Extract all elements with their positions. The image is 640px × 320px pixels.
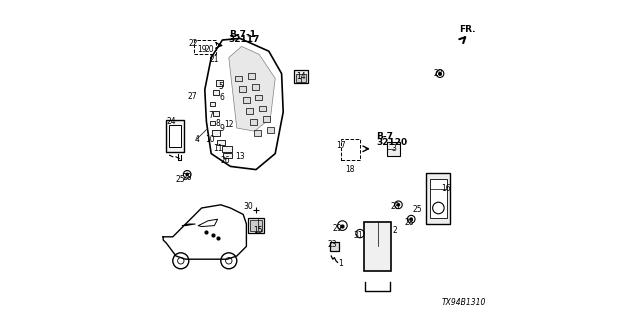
Text: 18: 18 [346,165,355,174]
Text: 4: 4 [195,135,199,144]
Text: 19: 19 [196,45,207,54]
FancyBboxPatch shape [217,140,225,145]
Bar [193,40,216,54]
Text: 28: 28 [405,218,414,227]
Text: 6: 6 [220,93,225,102]
FancyBboxPatch shape [213,111,219,116]
Text: 31: 31 [353,231,364,240]
FancyBboxPatch shape [169,125,182,147]
FancyBboxPatch shape [212,130,220,136]
FancyBboxPatch shape [259,106,266,111]
Text: 13: 13 [235,152,245,161]
FancyBboxPatch shape [223,153,232,158]
Text: 30: 30 [243,202,253,211]
FancyBboxPatch shape [426,173,451,224]
FancyBboxPatch shape [248,219,264,233]
FancyBboxPatch shape [250,220,262,231]
FancyBboxPatch shape [166,120,184,152]
FancyBboxPatch shape [216,80,223,86]
FancyBboxPatch shape [364,222,391,271]
FancyBboxPatch shape [252,84,259,90]
Text: 25: 25 [176,175,186,184]
Circle shape [438,72,442,75]
FancyBboxPatch shape [223,146,232,152]
Text: 1: 1 [339,260,343,268]
FancyBboxPatch shape [213,91,219,95]
Text: B-7-1: B-7-1 [229,30,256,39]
Text: 10: 10 [205,135,214,144]
FancyBboxPatch shape [267,127,274,133]
Text: 16: 16 [442,184,451,193]
Text: 9: 9 [220,124,225,132]
FancyBboxPatch shape [239,86,246,92]
Circle shape [397,203,400,206]
Text: 27: 27 [187,92,197,100]
FancyBboxPatch shape [254,130,261,136]
FancyBboxPatch shape [210,102,215,106]
Text: 23: 23 [328,240,338,249]
Text: 29: 29 [333,224,342,233]
FancyBboxPatch shape [246,108,253,114]
FancyBboxPatch shape [243,97,250,103]
FancyBboxPatch shape [330,242,339,251]
Text: 28: 28 [434,69,443,78]
Text: 15: 15 [253,226,262,235]
FancyBboxPatch shape [250,119,257,125]
FancyBboxPatch shape [429,179,447,218]
FancyBboxPatch shape [248,73,255,79]
Text: 12: 12 [224,120,234,129]
FancyBboxPatch shape [294,70,308,83]
Text: 22: 22 [189,39,198,48]
Text: 11: 11 [213,144,222,153]
FancyBboxPatch shape [296,74,306,82]
Text: 2: 2 [393,226,397,235]
Text: 17: 17 [336,141,346,150]
FancyBboxPatch shape [255,95,262,100]
Text: 32117: 32117 [229,35,260,44]
Text: 26: 26 [221,156,230,164]
Text: 7: 7 [209,111,214,120]
Text: 14: 14 [296,72,306,81]
Text: B-7: B-7 [376,132,393,141]
FancyBboxPatch shape [387,141,400,156]
Text: 24: 24 [166,117,176,126]
Polygon shape [229,46,275,131]
Text: 21: 21 [210,55,219,64]
FancyBboxPatch shape [263,116,270,122]
Text: 8: 8 [215,119,220,128]
Text: 25: 25 [413,205,422,214]
Text: FR.: FR. [459,25,476,34]
Text: 20: 20 [205,45,214,54]
Bar [340,139,360,160]
FancyBboxPatch shape [210,121,215,125]
Circle shape [186,173,189,176]
Text: 28: 28 [182,173,192,182]
Text: 32120: 32120 [376,138,407,147]
Circle shape [410,218,413,221]
Text: TX94B1310: TX94B1310 [442,298,486,307]
FancyBboxPatch shape [235,76,242,81]
Text: 28: 28 [390,202,400,211]
Text: 3: 3 [391,144,396,153]
Text: 5: 5 [218,82,223,91]
